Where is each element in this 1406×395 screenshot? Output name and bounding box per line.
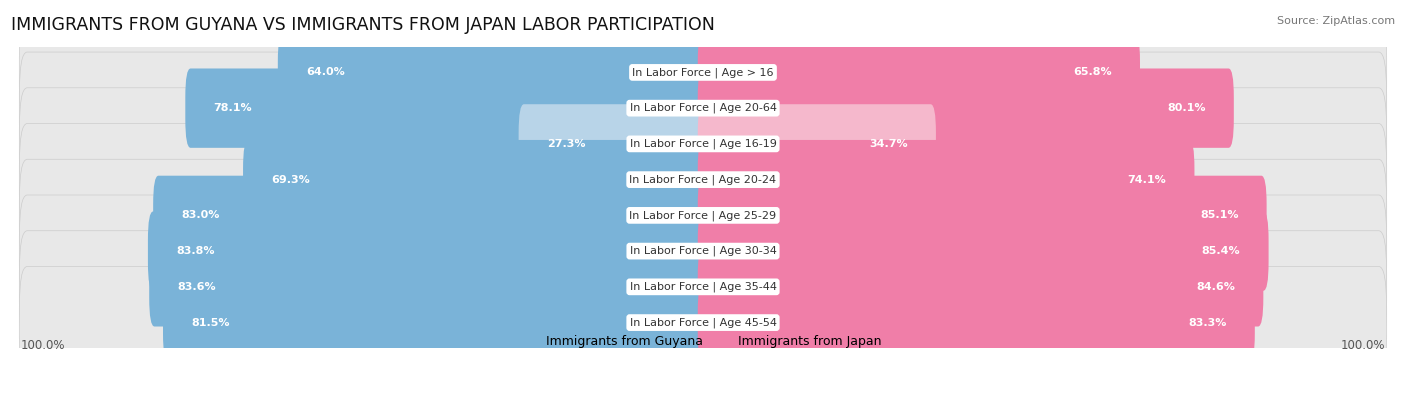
FancyBboxPatch shape	[20, 267, 1386, 379]
FancyBboxPatch shape	[697, 140, 1195, 219]
FancyBboxPatch shape	[20, 52, 1386, 164]
FancyBboxPatch shape	[697, 283, 1254, 362]
Text: 85.4%: 85.4%	[1202, 246, 1240, 256]
FancyBboxPatch shape	[20, 16, 1386, 128]
Text: In Labor Force | Age 16-19: In Labor Force | Age 16-19	[630, 139, 776, 149]
Text: 74.1%: 74.1%	[1128, 175, 1166, 184]
Text: In Labor Force | Age 35-44: In Labor Force | Age 35-44	[630, 282, 776, 292]
FancyBboxPatch shape	[149, 247, 709, 327]
Text: In Labor Force | Age > 16: In Labor Force | Age > 16	[633, 67, 773, 78]
FancyBboxPatch shape	[20, 88, 1386, 200]
FancyBboxPatch shape	[519, 104, 709, 184]
Text: 78.1%: 78.1%	[214, 103, 252, 113]
Text: 81.5%: 81.5%	[191, 318, 229, 327]
Text: 100.0%: 100.0%	[21, 339, 65, 352]
Text: 34.7%: 34.7%	[869, 139, 908, 149]
FancyBboxPatch shape	[20, 124, 1386, 236]
FancyBboxPatch shape	[697, 247, 1264, 327]
FancyBboxPatch shape	[697, 104, 936, 184]
FancyBboxPatch shape	[153, 176, 709, 255]
Text: 85.1%: 85.1%	[1199, 211, 1239, 220]
Text: 64.0%: 64.0%	[307, 68, 344, 77]
Text: In Labor Force | Age 45-54: In Labor Force | Age 45-54	[630, 317, 776, 328]
Text: IMMIGRANTS FROM GUYANA VS IMMIGRANTS FROM JAPAN LABOR PARTICIPATION: IMMIGRANTS FROM GUYANA VS IMMIGRANTS FRO…	[11, 16, 716, 34]
FancyBboxPatch shape	[20, 159, 1386, 271]
FancyBboxPatch shape	[148, 211, 709, 291]
Text: 83.8%: 83.8%	[176, 246, 215, 256]
Text: 83.3%: 83.3%	[1188, 318, 1226, 327]
Text: 27.3%: 27.3%	[547, 139, 585, 149]
Text: 65.8%: 65.8%	[1073, 68, 1112, 77]
FancyBboxPatch shape	[186, 68, 709, 148]
FancyBboxPatch shape	[697, 176, 1267, 255]
FancyBboxPatch shape	[20, 231, 1386, 343]
Text: In Labor Force | Age 20-64: In Labor Force | Age 20-64	[630, 103, 776, 113]
FancyBboxPatch shape	[20, 195, 1386, 307]
Text: 80.1%: 80.1%	[1167, 103, 1205, 113]
Text: 84.6%: 84.6%	[1197, 282, 1234, 292]
FancyBboxPatch shape	[697, 68, 1234, 148]
Text: In Labor Force | Age 20-24: In Labor Force | Age 20-24	[630, 174, 776, 185]
Text: Source: ZipAtlas.com: Source: ZipAtlas.com	[1277, 16, 1395, 26]
Text: In Labor Force | Age 25-29: In Labor Force | Age 25-29	[630, 210, 776, 221]
Text: In Labor Force | Age 30-34: In Labor Force | Age 30-34	[630, 246, 776, 256]
FancyBboxPatch shape	[163, 283, 709, 362]
FancyBboxPatch shape	[697, 33, 1140, 112]
Text: 83.0%: 83.0%	[181, 211, 219, 220]
Text: 69.3%: 69.3%	[271, 175, 309, 184]
FancyBboxPatch shape	[278, 33, 709, 112]
FancyBboxPatch shape	[697, 211, 1268, 291]
Legend: Immigrants from Guyana, Immigrants from Japan: Immigrants from Guyana, Immigrants from …	[519, 330, 887, 354]
Text: 100.0%: 100.0%	[1341, 339, 1385, 352]
FancyBboxPatch shape	[243, 140, 709, 219]
Text: 83.6%: 83.6%	[177, 282, 217, 292]
